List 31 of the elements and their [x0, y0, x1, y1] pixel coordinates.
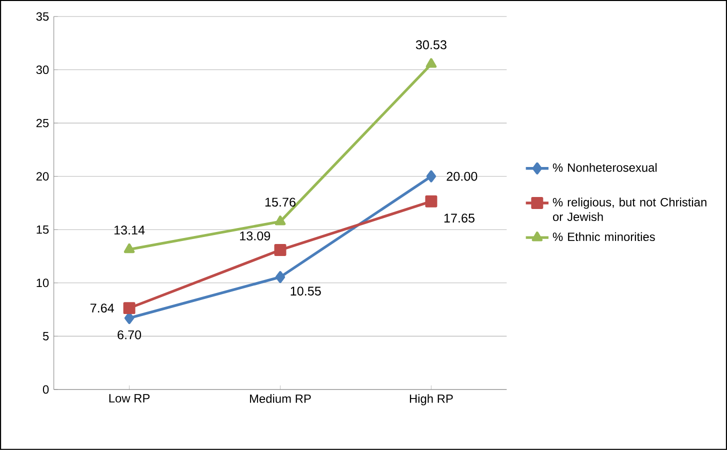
y-tick-label: 35	[36, 12, 49, 21]
legend-label: % Ethnic minorities	[552, 232, 655, 242]
data-label: 6.70	[118, 330, 142, 340]
point	[274, 244, 286, 256]
data-label: 13.14	[114, 226, 145, 235]
y-tick-label: 5	[42, 332, 49, 340]
data-label: 10.55	[290, 286, 321, 296]
y-tick-label: 10	[36, 278, 49, 288]
point	[274, 216, 286, 226]
data-label: 30.53	[416, 40, 446, 50]
x-tick-label: High RP	[410, 394, 453, 406]
y-tick-label: 20	[36, 172, 49, 181]
data-label: 20.00	[446, 172, 478, 181]
legend-label: % Nonheterosexual	[552, 163, 657, 172]
y-tick-label: 15	[36, 225, 49, 234]
point	[426, 58, 437, 68]
point	[275, 271, 286, 284]
y-tick-label: 0	[42, 385, 49, 394]
point	[426, 170, 436, 182]
x-tick-label: Low RP	[109, 394, 150, 403]
data-label: 13.09	[240, 232, 270, 240]
y-tick-label: 30	[36, 66, 49, 74]
point	[123, 302, 136, 314]
data-label: 7.64	[90, 304, 114, 313]
x-tick-label: Medium RP	[250, 394, 311, 403]
point	[425, 195, 438, 208]
point	[124, 243, 135, 254]
data-label: 15.76	[265, 198, 296, 207]
y-tick-label: 25	[36, 118, 49, 128]
legend-label: % religious, but not Christian or Jewish	[552, 198, 706, 222]
data-label: 17.65	[444, 214, 474, 223]
